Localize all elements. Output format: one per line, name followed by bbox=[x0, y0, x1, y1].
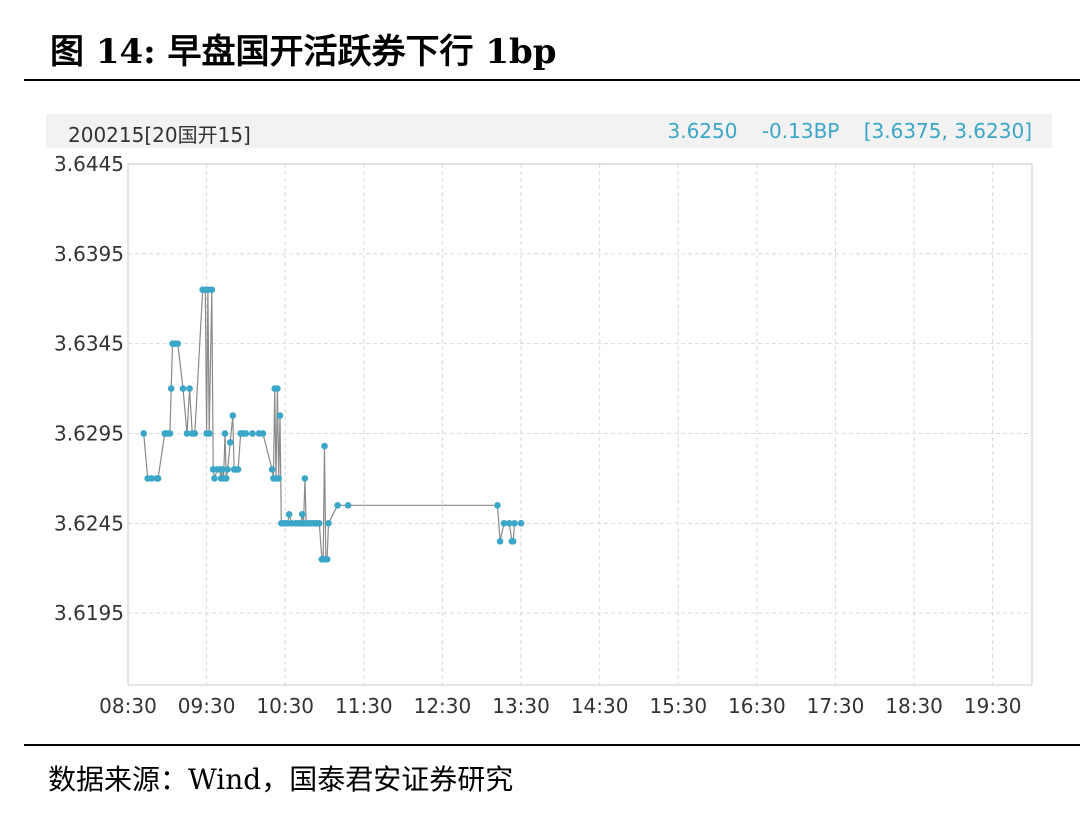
data-point bbox=[219, 466, 226, 473]
x-tick-label: 16:30 bbox=[728, 694, 786, 718]
x-tick-label: 09:30 bbox=[178, 694, 236, 718]
x-tick-label: 18:30 bbox=[885, 694, 943, 718]
data-point bbox=[183, 430, 191, 437]
data-point bbox=[268, 466, 276, 473]
source-note: 数据来源：Wind，国泰君安证券研究 bbox=[48, 763, 514, 796]
data-point bbox=[323, 555, 331, 563]
figure-title: 图 14: 早盘国开活跃券下行 1bp bbox=[50, 32, 557, 72]
bond-label: 200215[20国开15] bbox=[68, 123, 251, 147]
x-tick-label: 13:30 bbox=[492, 694, 550, 718]
price-range: [3.6375, 3.6230] bbox=[863, 119, 1032, 143]
data-point bbox=[505, 520, 513, 527]
bottom-rule bbox=[24, 744, 1080, 746]
quote-readout: 3.6250 -0.13BP [3.6375, 3.6230] bbox=[649, 119, 1032, 143]
data-point bbox=[166, 430, 174, 437]
data-point bbox=[315, 520, 323, 527]
x-tick-label: 14:30 bbox=[571, 694, 629, 718]
price-change: -0.13BP bbox=[761, 119, 840, 143]
top-rule bbox=[24, 79, 1080, 81]
x-tick-label: 15:30 bbox=[649, 694, 707, 718]
data-point bbox=[226, 439, 234, 446]
data-point bbox=[234, 466, 242, 473]
data-point bbox=[275, 475, 282, 482]
data-point bbox=[496, 537, 504, 545]
data-point bbox=[301, 475, 309, 482]
data-point bbox=[325, 520, 332, 527]
data-point bbox=[222, 475, 230, 482]
chart-panel: 200215[20国开15] 3.6250 -0.13BP [3.6375, 3… bbox=[0, 100, 1080, 740]
data-point bbox=[221, 430, 229, 437]
data-point bbox=[186, 385, 193, 392]
data-point bbox=[274, 385, 281, 392]
x-tick-label: 12:30 bbox=[414, 694, 472, 718]
data-point bbox=[229, 412, 237, 419]
y-tick-label: 3.6395 bbox=[54, 242, 124, 266]
data-point bbox=[334, 502, 341, 509]
data-point bbox=[285, 511, 293, 518]
x-tick-label: 17:30 bbox=[807, 694, 865, 718]
chart-header-bar: 200215[20国开15] 3.6250 -0.13BP [3.6375, 3… bbox=[46, 114, 1052, 148]
x-tick-label: 10:30 bbox=[256, 694, 314, 718]
data-point bbox=[298, 511, 306, 518]
data-point bbox=[154, 475, 162, 482]
x-tick-label: 11:30 bbox=[335, 694, 393, 718]
data-point bbox=[224, 466, 231, 473]
data-point bbox=[259, 430, 267, 437]
data-point bbox=[211, 475, 218, 482]
data-point bbox=[517, 520, 525, 527]
y-tick-label: 3.6195 bbox=[54, 601, 124, 625]
last-price: 3.6250 bbox=[667, 119, 738, 143]
series-line bbox=[143, 289, 521, 560]
data-point bbox=[249, 430, 256, 437]
x-tick-label: 19:30 bbox=[964, 694, 1022, 718]
data-point bbox=[321, 442, 328, 450]
y-tick-label: 3.6295 bbox=[54, 421, 124, 445]
data-point bbox=[276, 412, 284, 419]
data-point bbox=[179, 385, 187, 392]
data-point bbox=[494, 502, 501, 509]
y-tick-label: 3.6245 bbox=[54, 511, 124, 535]
x-tick-label: 08:30 bbox=[99, 694, 157, 718]
data-point bbox=[191, 430, 199, 437]
data-point bbox=[344, 502, 352, 509]
data-point bbox=[509, 537, 517, 545]
data-point bbox=[140, 430, 148, 437]
data-point bbox=[511, 520, 518, 527]
y-tick-label: 3.6445 bbox=[54, 152, 124, 176]
line-chart: 3.6445 3.6395 3.6345 3.6295 3.6245 3.6195 08:3… bbox=[54, 152, 1033, 718]
data-point bbox=[500, 520, 508, 527]
data-point bbox=[148, 475, 155, 482]
data-point bbox=[242, 430, 250, 437]
y-tick-label: 3.6345 bbox=[54, 332, 124, 356]
data-point bbox=[174, 340, 182, 347]
data-point bbox=[205, 430, 213, 437]
data-point bbox=[167, 385, 175, 392]
data-point bbox=[208, 286, 216, 294]
